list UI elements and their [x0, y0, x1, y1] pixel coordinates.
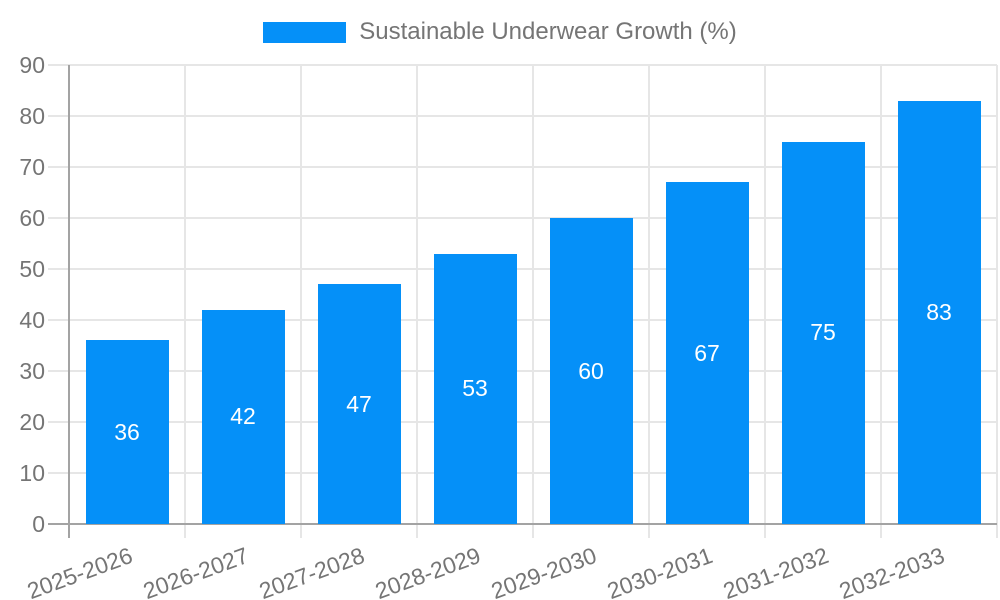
bar[interactable]: 36	[85, 340, 169, 524]
bar[interactable]: 83	[897, 100, 981, 524]
y-tick-label: 80	[19, 103, 45, 129]
gridline-horizontal	[48, 268, 997, 270]
bar[interactable]: 60	[549, 218, 633, 524]
bar[interactable]: 47	[317, 284, 401, 524]
bar[interactable]: 75	[781, 141, 865, 524]
y-tick-label: 20	[19, 409, 45, 435]
x-tick-label: 2031-2032	[719, 542, 832, 600]
gridline-horizontal	[48, 217, 997, 219]
y-tick-label: 50	[19, 256, 45, 282]
gridline-horizontal	[48, 319, 997, 321]
bar-value-label: 83	[926, 298, 952, 325]
y-tick-label: 10	[19, 460, 45, 486]
gridline-horizontal	[48, 472, 997, 474]
x-tick-label: 2027-2028	[255, 542, 368, 600]
gridline-vertical	[764, 65, 766, 538]
gridline-vertical	[532, 65, 534, 538]
x-tick-label: 2028-2029	[371, 542, 484, 600]
gridline-horizontal	[48, 166, 997, 168]
bar-value-label: 36	[114, 418, 140, 445]
legend-swatch	[263, 21, 347, 43]
y-tick-label: 70	[19, 154, 45, 180]
bar-value-label: 75	[810, 319, 836, 346]
gridline-horizontal	[48, 115, 997, 117]
y-tick-label: 40	[19, 307, 45, 333]
gridline-horizontal	[48, 421, 997, 423]
bar-value-label: 42	[230, 403, 256, 430]
gridline-vertical	[184, 65, 186, 538]
legend-label: Sustainable Underwear Growth (%)	[359, 18, 737, 45]
bar[interactable]: 67	[665, 182, 749, 524]
x-tick-label: 2026-2027	[139, 542, 252, 600]
gridline-vertical	[416, 65, 418, 538]
bar-value-label: 60	[578, 357, 604, 384]
x-tick-label: 2030-2031	[603, 542, 716, 600]
x-tick-label: 2025-2026	[23, 542, 136, 600]
legend-item[interactable]: Sustainable Underwear Growth (%)	[0, 14, 1000, 50]
bar[interactable]: 53	[433, 253, 517, 524]
y-tick-label: 60	[19, 205, 45, 231]
gridline-horizontal	[48, 64, 997, 66]
gridline-vertical	[996, 65, 998, 538]
bar-value-label: 53	[462, 375, 488, 402]
y-tick-label: 30	[19, 358, 45, 384]
y-tick-label: 0	[32, 511, 45, 537]
gridline-vertical	[648, 65, 650, 538]
y-tick-label: 90	[19, 52, 45, 78]
bar-value-label: 47	[346, 390, 372, 417]
bar-value-label: 67	[694, 339, 720, 366]
x-tick-label: 2029-2030	[487, 542, 600, 600]
y-axis-line	[68, 65, 70, 538]
bar[interactable]: 42	[201, 309, 285, 524]
x-tick-label: 2032-2033	[835, 542, 948, 600]
gridline-vertical	[300, 65, 302, 538]
gridline-vertical	[880, 65, 882, 538]
x-axis-line	[48, 523, 997, 525]
gridline-horizontal	[48, 370, 997, 372]
